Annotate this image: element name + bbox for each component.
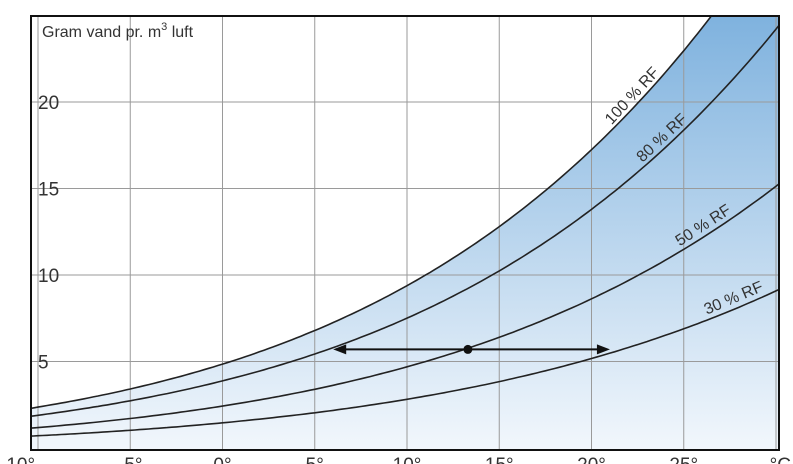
x-tick-label: 0°	[213, 455, 231, 464]
y-axis-label: Gram vand pr. m3 luft	[42, 21, 194, 41]
arrow-head-right	[596, 344, 610, 355]
x-tick-label: 10°	[393, 455, 422, 464]
x-tick-label: 20°	[577, 455, 606, 464]
x-tick-label: -5°	[118, 455, 143, 464]
y-axis-label-superscript: 3	[161, 21, 167, 33]
plot-frame	[30, 15, 780, 451]
annotation-point	[463, 344, 473, 354]
y-tick-label: 5	[38, 353, 49, 374]
x-tick-label: -10°	[0, 455, 35, 464]
x-tick-label: °C	[770, 455, 791, 464]
arrow-head-left	[333, 344, 347, 355]
rh-curve	[31, 182, 779, 429]
x-tick-label: 25°	[669, 455, 698, 464]
rh-curve	[31, 24, 779, 418]
y-tick-label: 15	[38, 180, 59, 201]
rh-curve	[31, 288, 779, 437]
y-axis-label-suffix: luft	[167, 24, 193, 41]
x-tick-label: 15°	[485, 455, 514, 464]
y-tick-label: 10	[38, 266, 59, 287]
x-tick-label: 5°	[306, 455, 324, 464]
y-axis-label-prefix: Gram vand pr. m	[42, 24, 161, 41]
rh-curve	[31, 16, 713, 410]
y-tick-label: 20	[38, 93, 59, 114]
